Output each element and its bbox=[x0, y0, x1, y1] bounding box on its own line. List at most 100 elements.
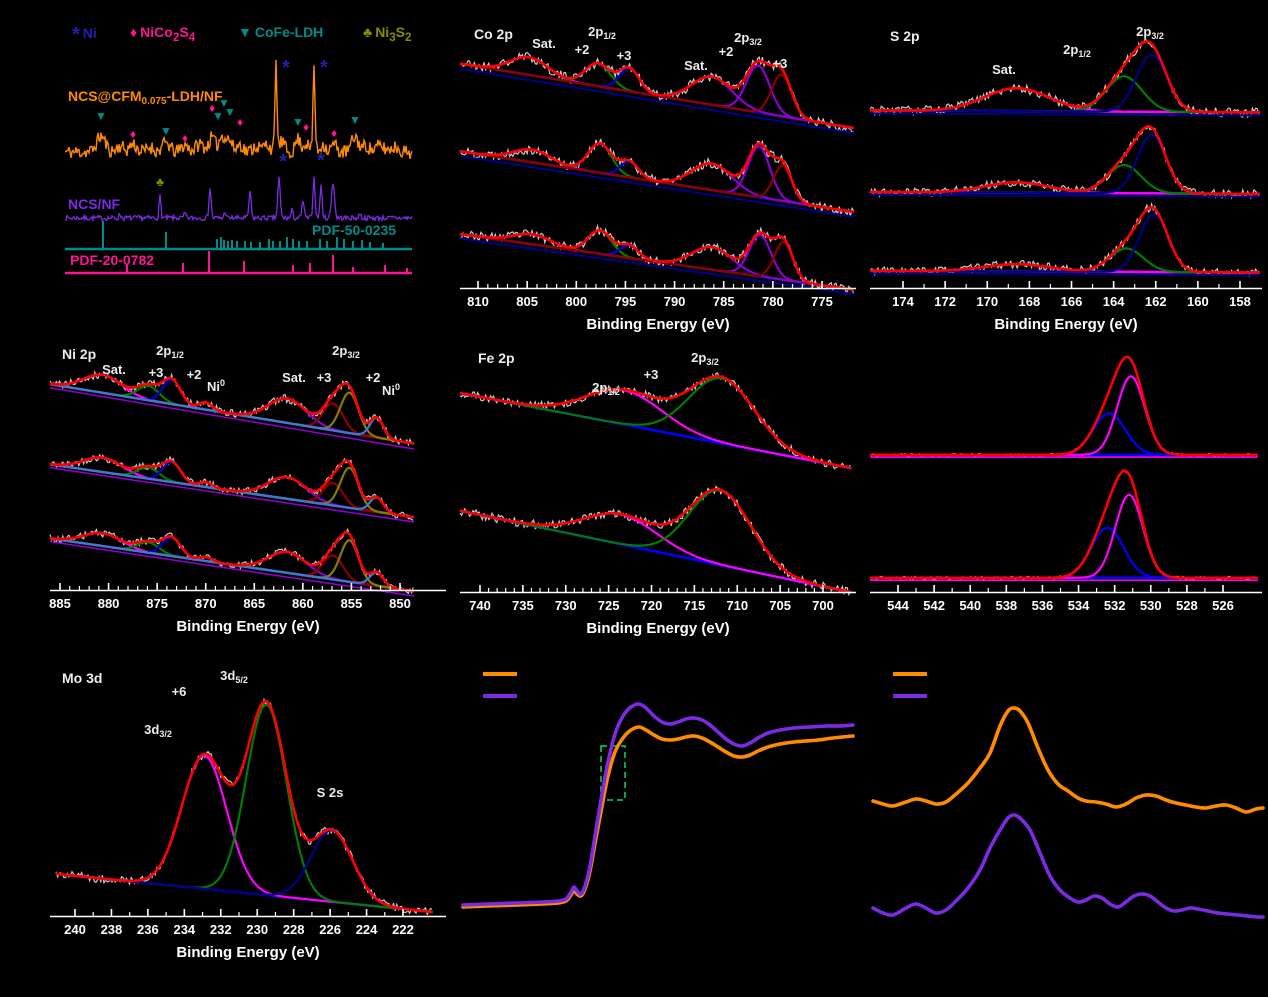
x-axis-tick-label: 532 bbox=[1104, 598, 1126, 613]
raw-data-trace bbox=[869, 355, 1258, 457]
x-axis-tick-label: 542 bbox=[923, 598, 945, 613]
x-axis-tick-label: 528 bbox=[1176, 598, 1198, 613]
fit-envelope bbox=[459, 141, 854, 214]
x-axis-tick-label: 234 bbox=[173, 922, 195, 937]
fit-component bbox=[870, 375, 1258, 456]
baseline bbox=[49, 387, 415, 450]
fit-component bbox=[459, 376, 852, 470]
fit-envelope bbox=[870, 124, 1260, 196]
cofe-ldh-marker-icon: ▼ bbox=[95, 109, 107, 123]
xrd-label-1: NCS/NF bbox=[68, 196, 121, 212]
peak-label: 2p3/2 bbox=[691, 350, 719, 367]
x-axis-tick-label: 224 bbox=[356, 922, 378, 937]
xrd-label-0: NCS@CFM0.075-LDH/NF bbox=[68, 88, 223, 107]
peak-label: 3d5/2 bbox=[220, 668, 248, 685]
x-axis-tick-label: 705 bbox=[769, 598, 791, 613]
fit-envelope bbox=[459, 228, 854, 291]
x-axis-tick-label: 538 bbox=[995, 598, 1017, 613]
x-axis-tick-label: 172 bbox=[934, 294, 956, 309]
x-axis-tick-label: 735 bbox=[512, 598, 534, 613]
raw-data-trace bbox=[869, 469, 1258, 581]
peak-label: +3 bbox=[772, 56, 788, 71]
x-axis-tick-label: 166 bbox=[1061, 294, 1083, 309]
x-axis-tick-label: 800 bbox=[565, 294, 587, 309]
peak-label: 2p1/2 bbox=[156, 343, 184, 360]
nico2s4-marker-icon: ♦ bbox=[182, 131, 188, 145]
fit-envelope bbox=[49, 373, 414, 445]
peak-label: +2 bbox=[574, 42, 590, 57]
fit-envelope bbox=[870, 355, 1258, 457]
x-axis-tick-label: 885 bbox=[49, 596, 71, 611]
xrd-label-3: PDF-20-0782 bbox=[70, 252, 155, 268]
panel-title: Mo 3d bbox=[62, 670, 103, 686]
baseline bbox=[869, 112, 1261, 117]
panel-title: Co 2p bbox=[474, 26, 513, 42]
fit-envelope bbox=[55, 699, 433, 914]
peak-label: 2p3/2 bbox=[1136, 24, 1164, 41]
x-axis-tick-label: 805 bbox=[516, 294, 538, 309]
x-axis-tick-label: 795 bbox=[615, 294, 637, 309]
x-axis-tick-label: 536 bbox=[1032, 598, 1054, 613]
x-axis-tick-label: 715 bbox=[684, 598, 706, 613]
curve-purple bbox=[871, 813, 1265, 919]
x-axis-tick-label: 880 bbox=[98, 596, 120, 611]
ni-marker-icon: * bbox=[279, 151, 287, 173]
cofe-ldh-marker-icon: ▼ bbox=[212, 109, 224, 123]
raw-data-trace bbox=[869, 201, 1259, 278]
x-axis-title: Binding Energy (eV) bbox=[176, 618, 319, 635]
x-axis-tick-label: 720 bbox=[641, 598, 663, 613]
peak-label: Ni0 bbox=[381, 382, 401, 398]
peak-label: Sat. bbox=[684, 58, 708, 73]
peak-label: 2p3/2 bbox=[734, 30, 762, 47]
peak-label: +6 bbox=[171, 684, 187, 699]
cofe-ldh-marker-icon: ▼ bbox=[218, 96, 230, 110]
x-axis-tick-label: 710 bbox=[726, 598, 748, 613]
baseline bbox=[49, 540, 415, 597]
x-axis-title: Binding Energy (eV) bbox=[176, 944, 319, 961]
ni-marker-icon: * bbox=[317, 150, 325, 172]
peak-label: 2p1/2 bbox=[1063, 42, 1091, 59]
x-axis-tick-label: 544 bbox=[887, 598, 909, 613]
fit-component bbox=[459, 388, 852, 470]
legend-marker-icon: * bbox=[72, 24, 80, 46]
baseline bbox=[869, 272, 1261, 277]
fit-component bbox=[870, 213, 1260, 274]
x-axis-tick-label: 168 bbox=[1019, 294, 1041, 309]
peak-label: Sat. bbox=[282, 370, 306, 385]
x-axis-title: Binding Energy (eV) bbox=[586, 620, 729, 637]
x-axis-tick-label: 534 bbox=[1068, 598, 1090, 613]
peak-label: 2p3/2 bbox=[332, 343, 360, 360]
x-axis-tick-label: 232 bbox=[210, 922, 232, 937]
x-axis-tick-label: 222 bbox=[392, 922, 414, 937]
x-axis-tick-label: 162 bbox=[1145, 294, 1167, 309]
x-axis-tick-label: 226 bbox=[319, 922, 341, 937]
fit-envelope bbox=[459, 488, 852, 594]
x-axis-tick-label: 855 bbox=[341, 596, 363, 611]
fit-envelope bbox=[49, 456, 414, 519]
panel-xanes-plot bbox=[461, 672, 855, 909]
x-axis-tick-label: 228 bbox=[283, 922, 305, 937]
raw-data-trace bbox=[55, 697, 433, 916]
fit-envelope bbox=[49, 531, 414, 593]
x-axis-tick-label: 164 bbox=[1103, 294, 1125, 309]
peak-label: 3d3/2 bbox=[144, 722, 172, 739]
fit-envelope bbox=[459, 374, 852, 470]
x-axis-tick-label: 865 bbox=[243, 596, 265, 611]
x-axis-tick-label: 526 bbox=[1212, 598, 1234, 613]
x-axis-tick-label: 530 bbox=[1140, 598, 1162, 613]
panel-co2p-plot: 810 805 800 795 790 785 780 775 Binding Energy (… bbox=[459, 51, 856, 333]
fit-component bbox=[870, 87, 1260, 114]
peak-label: 2p1/2 bbox=[588, 24, 616, 41]
curve-purple bbox=[461, 702, 855, 907]
x-axis-tick-label: 875 bbox=[146, 596, 168, 611]
xrd-trace-ncs-cfm-ldh-nf bbox=[64, 59, 413, 160]
peak-label: Sat. bbox=[102, 362, 126, 377]
peak-label: +2 bbox=[365, 370, 381, 385]
xrd-legend-item: ♣ Ni3S2 bbox=[363, 24, 412, 44]
fit-envelope bbox=[870, 469, 1258, 580]
legend-marker-icon: ♣ bbox=[363, 24, 373, 40]
nico2s4-marker-icon: ♦ bbox=[237, 115, 243, 129]
fit-component bbox=[870, 526, 1258, 579]
fit-component bbox=[459, 145, 854, 213]
peak-label: Sat. bbox=[532, 36, 556, 51]
